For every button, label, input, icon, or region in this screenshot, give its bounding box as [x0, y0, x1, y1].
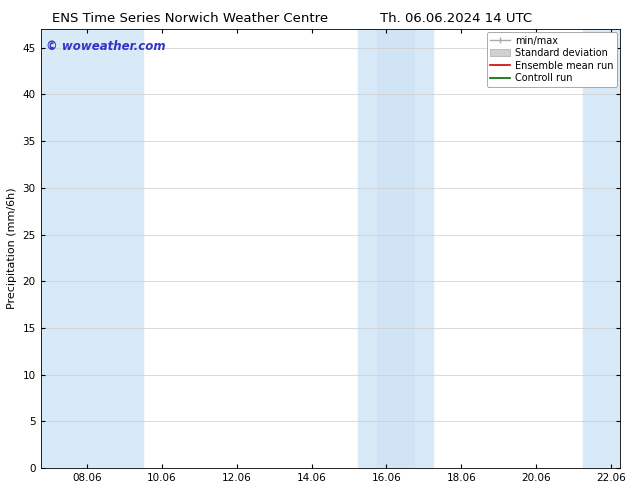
Bar [583, 29, 620, 468]
Text: ENS Time Series Norwich Weather Centre: ENS Time Series Norwich Weather Centre [52, 12, 328, 25]
Legend: min/max, Standard deviation, Ensemble mean run, Controll run: min/max, Standard deviation, Ensemble me… [487, 32, 617, 87]
Bar [358, 29, 433, 468]
Bar [41, 29, 143, 468]
Text: © woweather.com: © woweather.com [46, 40, 166, 53]
Bar [377, 29, 415, 468]
Y-axis label: Precipitation (mm/6h): Precipitation (mm/6h) [7, 188, 17, 309]
Text: Th. 06.06.2024 14 UTC: Th. 06.06.2024 14 UTC [380, 12, 533, 25]
